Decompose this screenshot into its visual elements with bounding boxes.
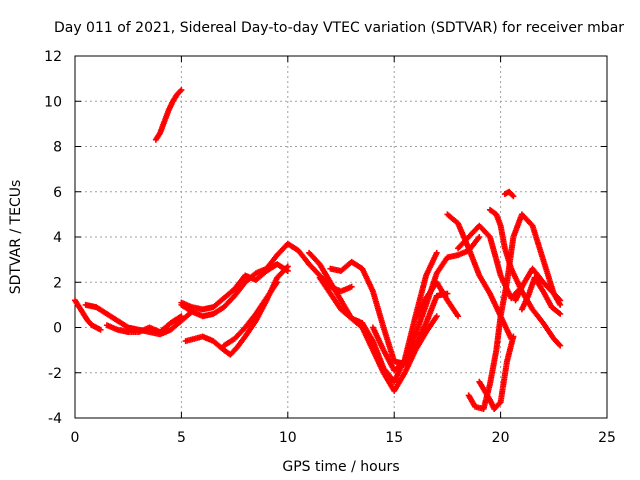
x-tick-label: 5 <box>177 430 186 446</box>
data-point <box>178 86 185 93</box>
data-point <box>556 341 563 348</box>
data-point <box>284 263 291 270</box>
data-point <box>476 234 483 240</box>
series-arc-1 <box>72 297 104 333</box>
series-arc-19 <box>501 188 517 200</box>
series-arc-21 <box>518 274 564 317</box>
y-tick-label: 8 <box>53 140 62 156</box>
series-arc-18 <box>486 206 564 349</box>
axis-ticks: 0 5 10 15 20 25 -4 -2 0 2 4 6 8 10 12 <box>44 49 616 446</box>
data-point <box>557 301 564 308</box>
plot-frame <box>74 55 608 419</box>
x-tick-label: 0 <box>71 430 80 446</box>
y-tick-label: 0 <box>53 321 62 337</box>
data-series <box>72 86 564 412</box>
series-arc-20 <box>512 265 564 308</box>
data-point <box>455 313 462 320</box>
x-tick-label: 10 <box>279 430 297 446</box>
x-tick-label: 15 <box>385 430 403 446</box>
data-point <box>348 283 355 290</box>
grid-lines <box>75 56 607 418</box>
data-point <box>433 313 440 320</box>
series-arc-4 <box>152 86 185 143</box>
chart-title: Day 011 of 2021, Sidereal Day-to-day VTE… <box>54 20 624 36</box>
y-tick-label: -4 <box>48 411 62 427</box>
series-arc-8 <box>220 279 281 349</box>
data-point <box>97 326 104 333</box>
data-point <box>177 88 184 95</box>
y-tick-label: 12 <box>44 49 62 65</box>
data-point <box>509 192 516 199</box>
data-point <box>510 193 517 200</box>
data-point <box>274 279 281 286</box>
data-point <box>557 310 564 317</box>
y-tick-label: 4 <box>53 230 62 246</box>
y-axis-label: SDTVAR / TECUs <box>8 180 24 295</box>
data-point <box>510 333 517 340</box>
y-tick-label: 6 <box>53 185 62 201</box>
series-arc-6 <box>178 261 291 313</box>
y-tick-label: 10 <box>44 94 62 110</box>
data-point <box>557 342 564 349</box>
series-arc-3 <box>103 313 185 336</box>
data-point <box>433 249 440 256</box>
y-tick-label: -2 <box>48 366 62 382</box>
series-arc-17 <box>476 333 517 412</box>
x-tick-label: 25 <box>598 430 616 446</box>
x-axis-label: GPS time / hours <box>282 459 399 475</box>
y-tick-label: 2 <box>53 275 62 291</box>
data-point <box>178 313 185 320</box>
series-arc-13 <box>412 279 462 322</box>
series-arc-14 <box>444 211 515 342</box>
x-tick-label: 20 <box>492 430 510 446</box>
series-arc-12 <box>369 234 483 374</box>
